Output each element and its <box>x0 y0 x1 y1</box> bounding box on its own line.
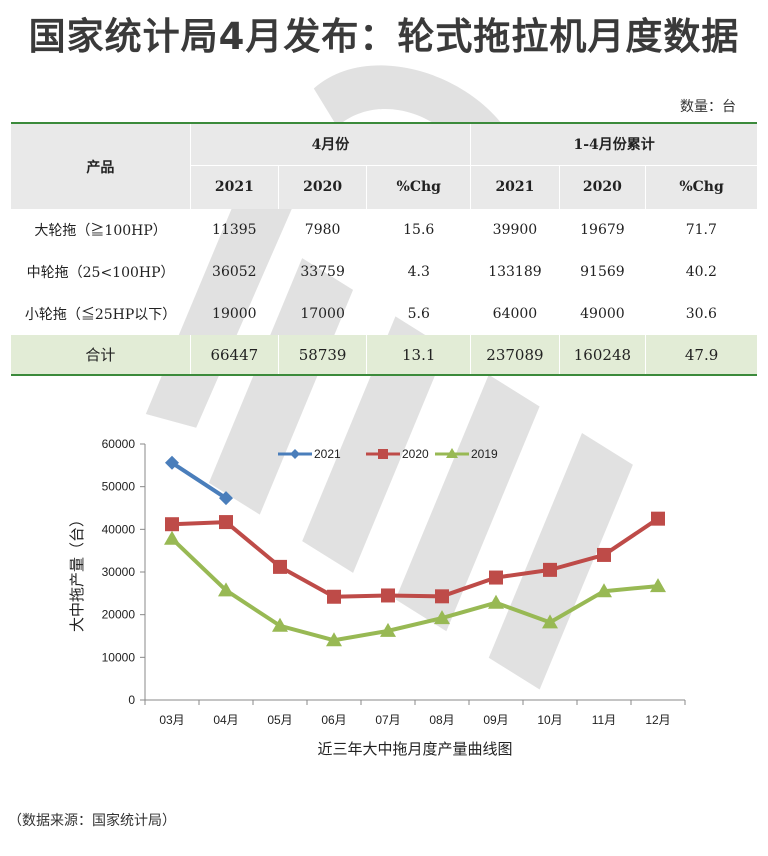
data-point-2020 <box>273 559 287 574</box>
y-axis-title: 大中拖产量（台） <box>68 512 86 632</box>
total-row: 合计 66447 58739 13.1 237089 160248 47.9 <box>11 335 757 376</box>
cumulative-group-header: 1-4月份累计 <box>470 122 757 166</box>
table-row: 中轮拖（25<100HP） 36052 33759 4.3 133189 915… <box>11 251 757 293</box>
cell: 71.7 <box>685 222 717 238</box>
data-point-2019 <box>596 583 612 598</box>
data-point-2020 <box>327 589 341 604</box>
total-cell: 13.1 <box>366 335 472 376</box>
series-line-2020 <box>171 517 660 599</box>
x-tick-label: 05月 <box>267 713 292 727</box>
sub-header: 2021 <box>470 165 560 209</box>
legend-label-2019: 2019 <box>471 447 498 461</box>
total-cell: 47.9 <box>645 335 757 376</box>
line-chart: 0 10000 20000 30000 40000 50000 60000 03月 04月 05月… <box>68 437 686 758</box>
row-name: 大轮拖（≧100HP） <box>34 223 167 239</box>
cell: 19679 <box>580 222 625 238</box>
data-point-2020 <box>219 515 233 530</box>
data-point-2021 <box>165 455 179 470</box>
data-point-2020 <box>165 517 179 532</box>
table-header-row: 产品 4月份 1-4月份累计 <box>11 122 757 209</box>
data-point-2020 <box>597 547 611 562</box>
cell: 133189 <box>488 264 542 280</box>
x-tick-label: 10月 <box>537 713 562 727</box>
sub-header: 2021 <box>190 165 279 209</box>
cell: 7980 <box>304 222 341 238</box>
y-tick-label: 30000 <box>102 565 136 579</box>
month-group-header: 4月份 <box>190 122 472 166</box>
data-point-2019 <box>272 617 288 632</box>
table-row: 大轮拖（≧100HP） 11395 7980 15.6 39900 19679 … <box>11 209 757 251</box>
cell: 64000 <box>492 306 538 322</box>
x-tick-label: 06月 <box>321 713 346 727</box>
cell: 91569 <box>580 264 625 280</box>
data-point-2019 <box>218 582 234 597</box>
y-tick-label: 20000 <box>102 608 136 622</box>
unit-label: 数量：台 <box>680 99 736 115</box>
data-point-2020 <box>543 562 557 577</box>
data-point-2019 <box>488 594 504 609</box>
legend-label-2020: 2020 <box>402 447 429 461</box>
series-line-2019 <box>170 537 659 643</box>
cell: 19000 <box>212 306 257 322</box>
row-name: 中轮拖（25<100HP） <box>26 265 175 281</box>
cell: 5.6 <box>407 306 430 322</box>
x-axis-title: 近三年大中拖月度产量曲线图 <box>317 740 512 758</box>
data-point-2019 <box>650 578 666 593</box>
cell: 49000 <box>580 306 625 322</box>
cell: 11395 <box>212 222 257 238</box>
x-tick-label: 09月 <box>483 713 508 727</box>
product-header: 产品 <box>11 122 191 209</box>
x-tick-label: 04月 <box>213 713 238 727</box>
y-tick-label: 50000 <box>102 480 136 494</box>
data-point-2020 <box>381 588 395 603</box>
data-point-2019 <box>380 622 396 637</box>
legend-marker-2020 <box>378 449 388 459</box>
y-tick-label: 60000 <box>102 437 136 451</box>
data-point-2020 <box>489 570 503 585</box>
data-point-2019 <box>434 610 450 625</box>
y-tick-label: 10000 <box>102 650 136 664</box>
total-name: 合计 <box>11 335 191 376</box>
sub-header: 2020 <box>278 165 368 209</box>
sub-header: %Chg <box>366 165 472 209</box>
total-cell: 66447 <box>190 335 279 376</box>
x-tick-label: 08月 <box>429 713 454 727</box>
page-title: 国家统计局4月发布：轮式拖拉机月度数据 <box>28 15 740 58</box>
total-cell: 58739 <box>278 335 368 376</box>
x-tick-label: 03月 <box>159 713 184 727</box>
cell: 4.3 <box>407 264 430 280</box>
sub-header: 2020 <box>559 165 647 209</box>
data-point-2021 <box>219 491 233 506</box>
cell: 39900 <box>492 222 538 238</box>
legend-marker-2019 <box>446 448 458 458</box>
y-tick-label: 40000 <box>102 522 136 536</box>
cell: 17000 <box>300 306 345 322</box>
data-point-2019 <box>542 614 558 629</box>
total-cell: 160248 <box>559 335 647 376</box>
legend-marker-2021 <box>290 449 300 459</box>
table-row: 小轮拖（≦25HP以下） 19000 17000 5.6 64000 49000… <box>11 293 757 335</box>
legend-label-2021: 2021 <box>314 447 341 461</box>
data-point-2019 <box>326 632 342 647</box>
row-name: 小轮拖（≦25HP以下） <box>24 307 177 323</box>
source-note: （数据来源：国家统计局） <box>8 813 176 829</box>
x-tick-label: 12月 <box>645 713 670 727</box>
total-cell: 237089 <box>470 335 560 376</box>
series-line-2021 <box>170 461 228 500</box>
data-point-2019 <box>164 530 180 545</box>
data-table: 产品 4月份 1-4月份累计 2021 2020 %Chg 2021 2020 … <box>11 122 757 376</box>
x-tick-label: 11月 <box>592 713 616 727</box>
cell: 30.6 <box>685 306 717 322</box>
cell: 40.2 <box>685 264 717 280</box>
cell: 33759 <box>300 264 345 280</box>
cell: 36052 <box>212 264 257 280</box>
data-point-2020 <box>651 511 665 526</box>
sub-header: %Chg <box>679 179 724 196</box>
y-tick-label: 0 <box>128 693 135 707</box>
cell: 15.6 <box>403 222 435 238</box>
x-tick-label: 07月 <box>375 713 400 727</box>
data-point-2020 <box>435 589 449 604</box>
